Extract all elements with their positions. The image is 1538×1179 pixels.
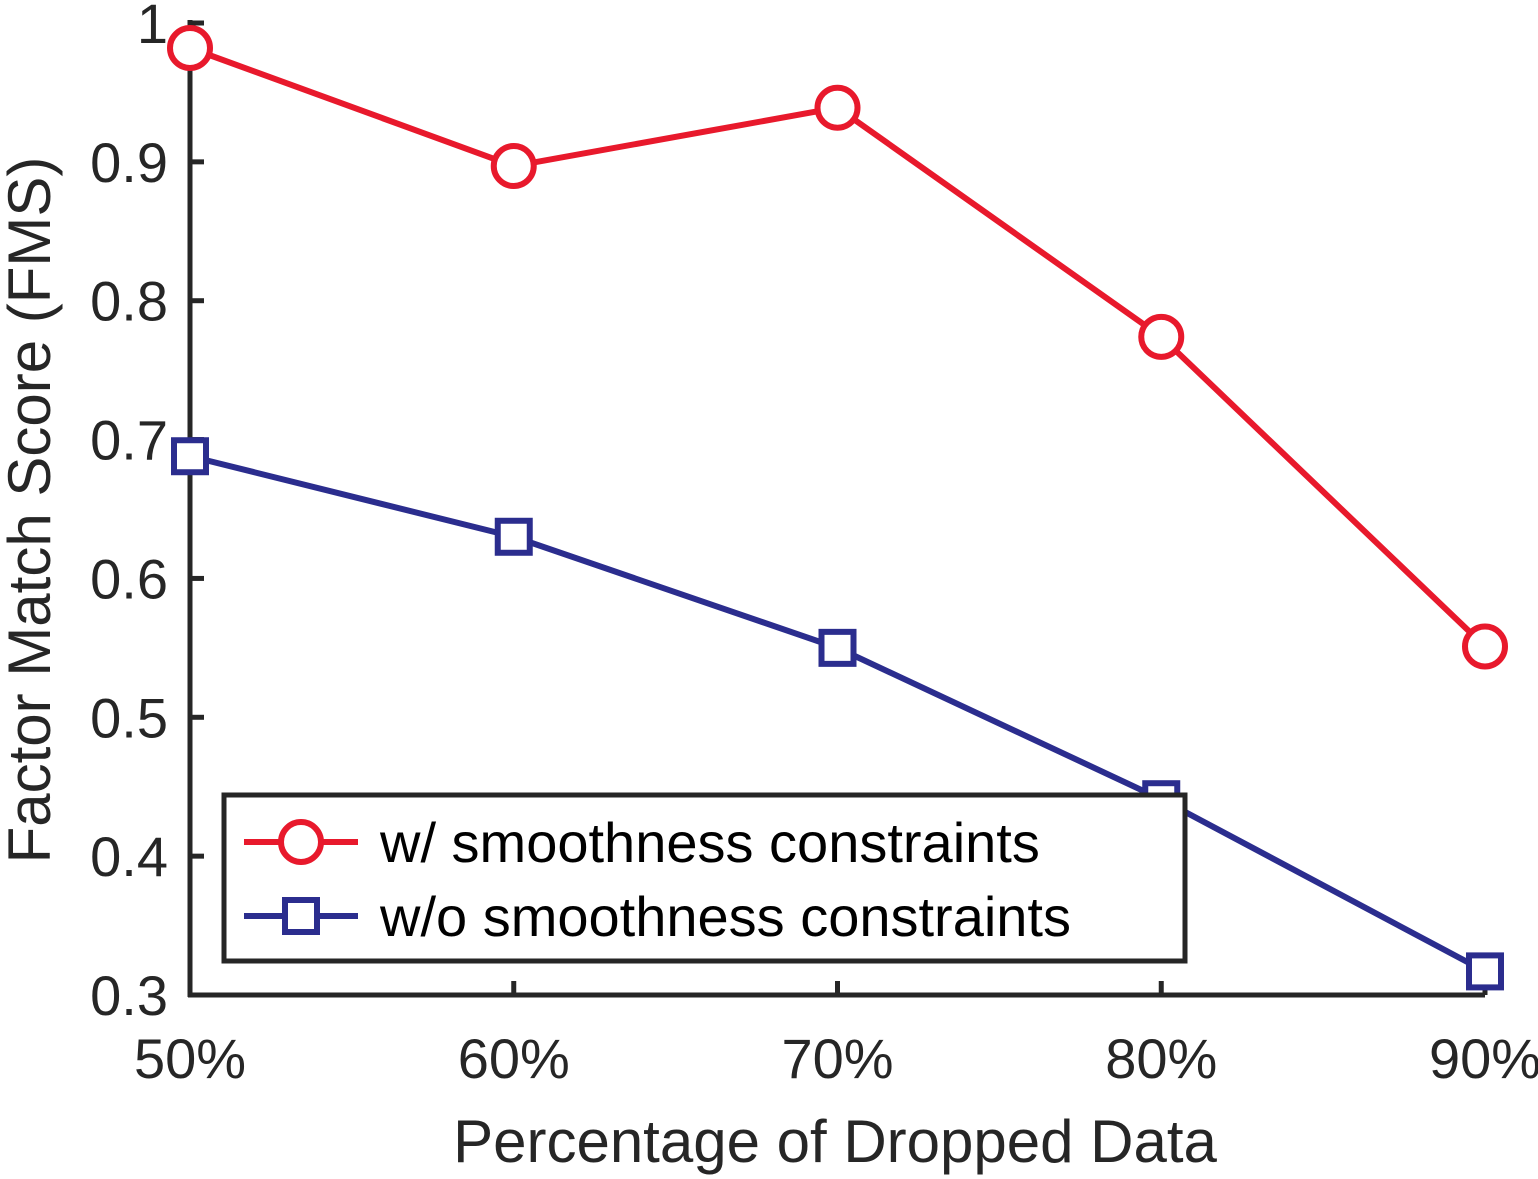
legend-box <box>221 792 1188 964</box>
data-point-square <box>171 437 209 476</box>
legend-marker-circle <box>278 819 324 865</box>
data-point-circle <box>1462 623 1508 670</box>
legend-items <box>244 819 358 935</box>
data-point-circle <box>490 143 537 190</box>
axes: 0.3 0.4 0.5 0.6 0.7 0.8 0.9 1 50% 60% 70% 80% 90% <box>90 0 1538 1090</box>
legend-label-series-1: w/ smoothness constraints <box>379 811 1040 874</box>
x-axis-label: Percentage of Dropped Data <box>453 1108 1217 1175</box>
series-1 <box>167 24 1508 670</box>
x-tick-label: 60% <box>458 1027 570 1090</box>
y-tick-label: 0.8 <box>90 270 168 333</box>
y-tick-label: 0.9 <box>90 131 168 194</box>
series-layer <box>167 24 1508 991</box>
y-tick-label: 0.5 <box>90 686 168 749</box>
data-point-square <box>818 628 857 667</box>
y-tick-label: 0.7 <box>90 409 168 472</box>
data-point-square <box>1466 952 1504 991</box>
y-tick-label: 0.4 <box>90 825 168 888</box>
legend-label-series-2: w/o smoothness constraints <box>379 885 1071 948</box>
y-tick-label: 1 <box>137 0 168 55</box>
data-point-circle <box>814 84 861 131</box>
data-point-square <box>494 517 533 556</box>
legend: w/ smoothness constraints w/o smoothness… <box>221 792 1188 964</box>
x-ticks: 50% 60% 70% 80% 90% <box>134 981 1538 1090</box>
y-tick-label: 0.3 <box>90 964 168 1027</box>
x-tick-label: 80% <box>1105 1027 1217 1090</box>
data-point-circle <box>1138 313 1185 360</box>
legend-marker-square <box>282 897 320 935</box>
y-axis-label: Factor Match Score (FMS) <box>0 157 63 864</box>
data-point-circle <box>167 24 213 71</box>
series-line <box>188 45 1488 649</box>
x-tick-label: 50% <box>134 1027 246 1090</box>
x-tick-label: 70% <box>781 1027 893 1090</box>
y-tick-label: 0.6 <box>90 547 168 610</box>
x-tick-label: 90% <box>1429 1027 1538 1090</box>
y-ticks: 0.3 0.4 0.5 0.6 0.7 0.8 0.9 1 <box>90 0 204 1027</box>
